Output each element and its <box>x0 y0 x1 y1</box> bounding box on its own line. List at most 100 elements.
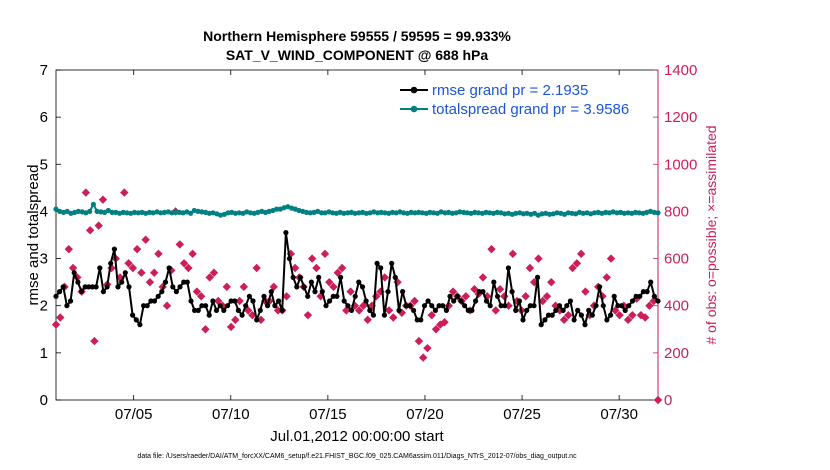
rmse-series <box>53 230 661 328</box>
obs-point <box>256 315 266 325</box>
rmse-point <box>363 298 369 304</box>
rmse-point <box>148 298 154 304</box>
rmse-point <box>608 312 614 318</box>
obs-point <box>307 254 317 263</box>
rmse-point <box>78 289 85 295</box>
rmse-point <box>597 284 603 290</box>
rmse-point <box>246 293 252 299</box>
rmse-point <box>213 307 220 313</box>
obs-point <box>90 336 99 346</box>
obs-point <box>56 313 65 322</box>
obs-point <box>640 313 650 322</box>
rmse-point <box>155 293 161 299</box>
rmse-point <box>308 279 314 285</box>
rmse-point <box>615 303 621 309</box>
chart-title: Northern Hemisphere 59555 / 59595 = 99.9… <box>203 28 511 44</box>
y-right-tick-label: 400 <box>664 298 689 315</box>
totalspread-point <box>494 209 500 215</box>
rmse-point <box>341 298 347 304</box>
rmse-point <box>403 303 409 309</box>
obs-point <box>653 395 663 405</box>
x-tick-label: 07/15 <box>309 406 347 423</box>
rmse-point <box>286 256 293 262</box>
rmse-point <box>239 312 245 318</box>
rmse-point <box>396 307 402 313</box>
obs-point <box>64 244 74 254</box>
rmse-point <box>232 298 238 304</box>
obs-point <box>235 296 244 306</box>
x-axis-label: Jul.01,2012 00:00:00 start <box>270 428 444 445</box>
obs-point <box>380 273 389 282</box>
legend-rmse-label: rmse grand pr = 2.1935 <box>432 82 588 99</box>
obs-point <box>205 273 214 282</box>
chart-subtitle: SAT_V_WIND_COMPONENT @ 688 hPa <box>226 47 489 63</box>
rmse-point <box>473 298 479 304</box>
totalspread-point <box>554 210 560 216</box>
rmse-point <box>71 270 77 276</box>
obs-point <box>431 325 441 334</box>
x-tick-label: 07/20 <box>406 406 444 423</box>
obs-point <box>196 292 206 301</box>
totalspread-point <box>363 210 369 216</box>
rmse-point <box>567 298 574 304</box>
obs-point <box>329 282 338 292</box>
rmse-point <box>498 303 504 309</box>
rmse-point <box>407 303 413 309</box>
totalspread-point <box>408 209 414 215</box>
rmse-point <box>451 298 457 304</box>
rmse-point <box>243 303 249 309</box>
rmse-point <box>228 298 234 304</box>
rmse-point <box>600 303 606 309</box>
rmse-point <box>505 265 511 271</box>
obs-point <box>470 285 479 294</box>
obs-point <box>333 268 342 277</box>
totalspread-point <box>591 210 598 216</box>
totalspread-point <box>236 210 242 216</box>
obs-point <box>303 310 313 320</box>
totalspread-series <box>53 201 661 218</box>
rmse-point <box>542 317 548 323</box>
rmse-point <box>265 303 271 309</box>
obs-point <box>107 263 116 273</box>
totalspread-point <box>188 210 194 216</box>
obs-point <box>269 282 278 292</box>
y-tick-label: 2 <box>40 298 48 315</box>
obs-point <box>94 221 103 230</box>
rmse-point <box>82 284 88 290</box>
rmse-point <box>374 260 380 266</box>
rmse-line <box>55 231 659 326</box>
obs-point <box>623 315 633 325</box>
rmse-point <box>465 307 471 313</box>
rmse-point <box>294 284 300 290</box>
obs-point <box>440 318 449 327</box>
rmse-point <box>57 289 63 295</box>
rmse-point <box>458 298 464 304</box>
totalspread-point <box>161 209 167 215</box>
totalspread-point <box>457 209 463 215</box>
obs-point <box>149 268 159 277</box>
rmse-point <box>290 274 296 280</box>
rmse-point <box>571 317 577 323</box>
rmse-point <box>162 279 169 285</box>
rmse-point <box>261 293 267 299</box>
rmse-point <box>192 307 198 313</box>
totalspread-point <box>124 210 130 216</box>
rmse-point <box>53 293 59 299</box>
rmse-point <box>378 265 384 271</box>
obs-point <box>645 301 654 310</box>
obs-point <box>312 263 321 273</box>
totalspread-point <box>247 210 253 216</box>
obs-point <box>410 296 419 306</box>
rmse-point <box>86 284 92 290</box>
obs-point <box>282 292 291 301</box>
obs-point <box>448 287 458 296</box>
rmse-point <box>447 293 453 299</box>
obs-point <box>508 249 518 259</box>
obs-point <box>85 226 95 235</box>
footer-data-file: data file: /Users/raeder/DAI/ATM_forcXX/… <box>137 453 577 460</box>
rmse-point <box>257 307 263 313</box>
obs-point <box>581 287 590 296</box>
rmse-point <box>279 307 285 313</box>
rmse-point <box>582 322 588 328</box>
